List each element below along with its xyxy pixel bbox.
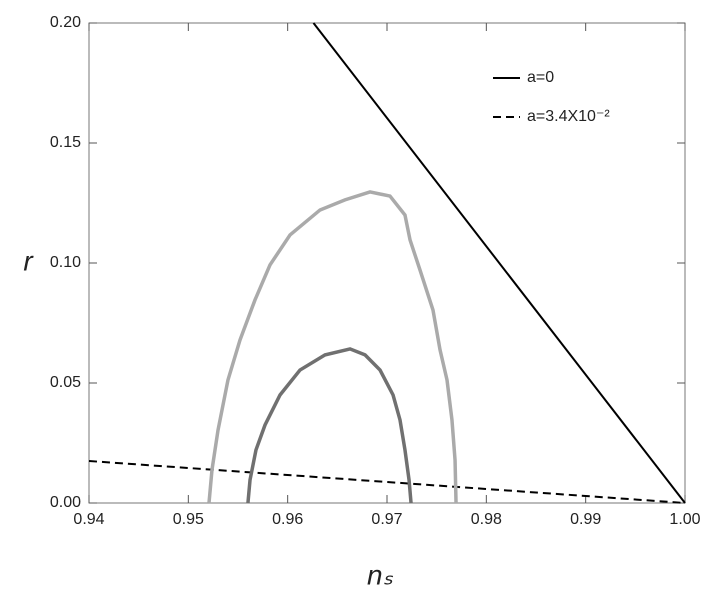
- plot-frame: [88, 22, 686, 504]
- y-tick-label: 0.10: [50, 254, 81, 271]
- x-tick-label: 0.98: [471, 511, 502, 528]
- y-tick-label: 0.15: [50, 134, 81, 151]
- x-tick-label: 1.00: [669, 511, 700, 528]
- x-tick-label: 0.99: [570, 511, 601, 528]
- x-tick-label: 0.94: [73, 511, 104, 528]
- series-line: [246, 347, 413, 504]
- x-tick-label: 0.97: [371, 511, 402, 528]
- x-tick-label: 0.95: [173, 511, 204, 528]
- legend-label: a=0: [527, 69, 554, 86]
- series-line: [312, 22, 686, 504]
- y-tick-label: 0.00: [50, 494, 81, 511]
- series-line: [88, 460, 686, 504]
- x-tick-label: 0.96: [272, 511, 303, 528]
- x-axis-label: nₛ: [367, 559, 394, 590]
- y-tick-label: 0.20: [50, 14, 81, 31]
- legend-label: a=3.4X10⁻²: [527, 108, 610, 125]
- y-tick-label: 0.05: [50, 374, 81, 391]
- y-axis-label: r: [23, 245, 34, 276]
- series-line: [207, 190, 458, 504]
